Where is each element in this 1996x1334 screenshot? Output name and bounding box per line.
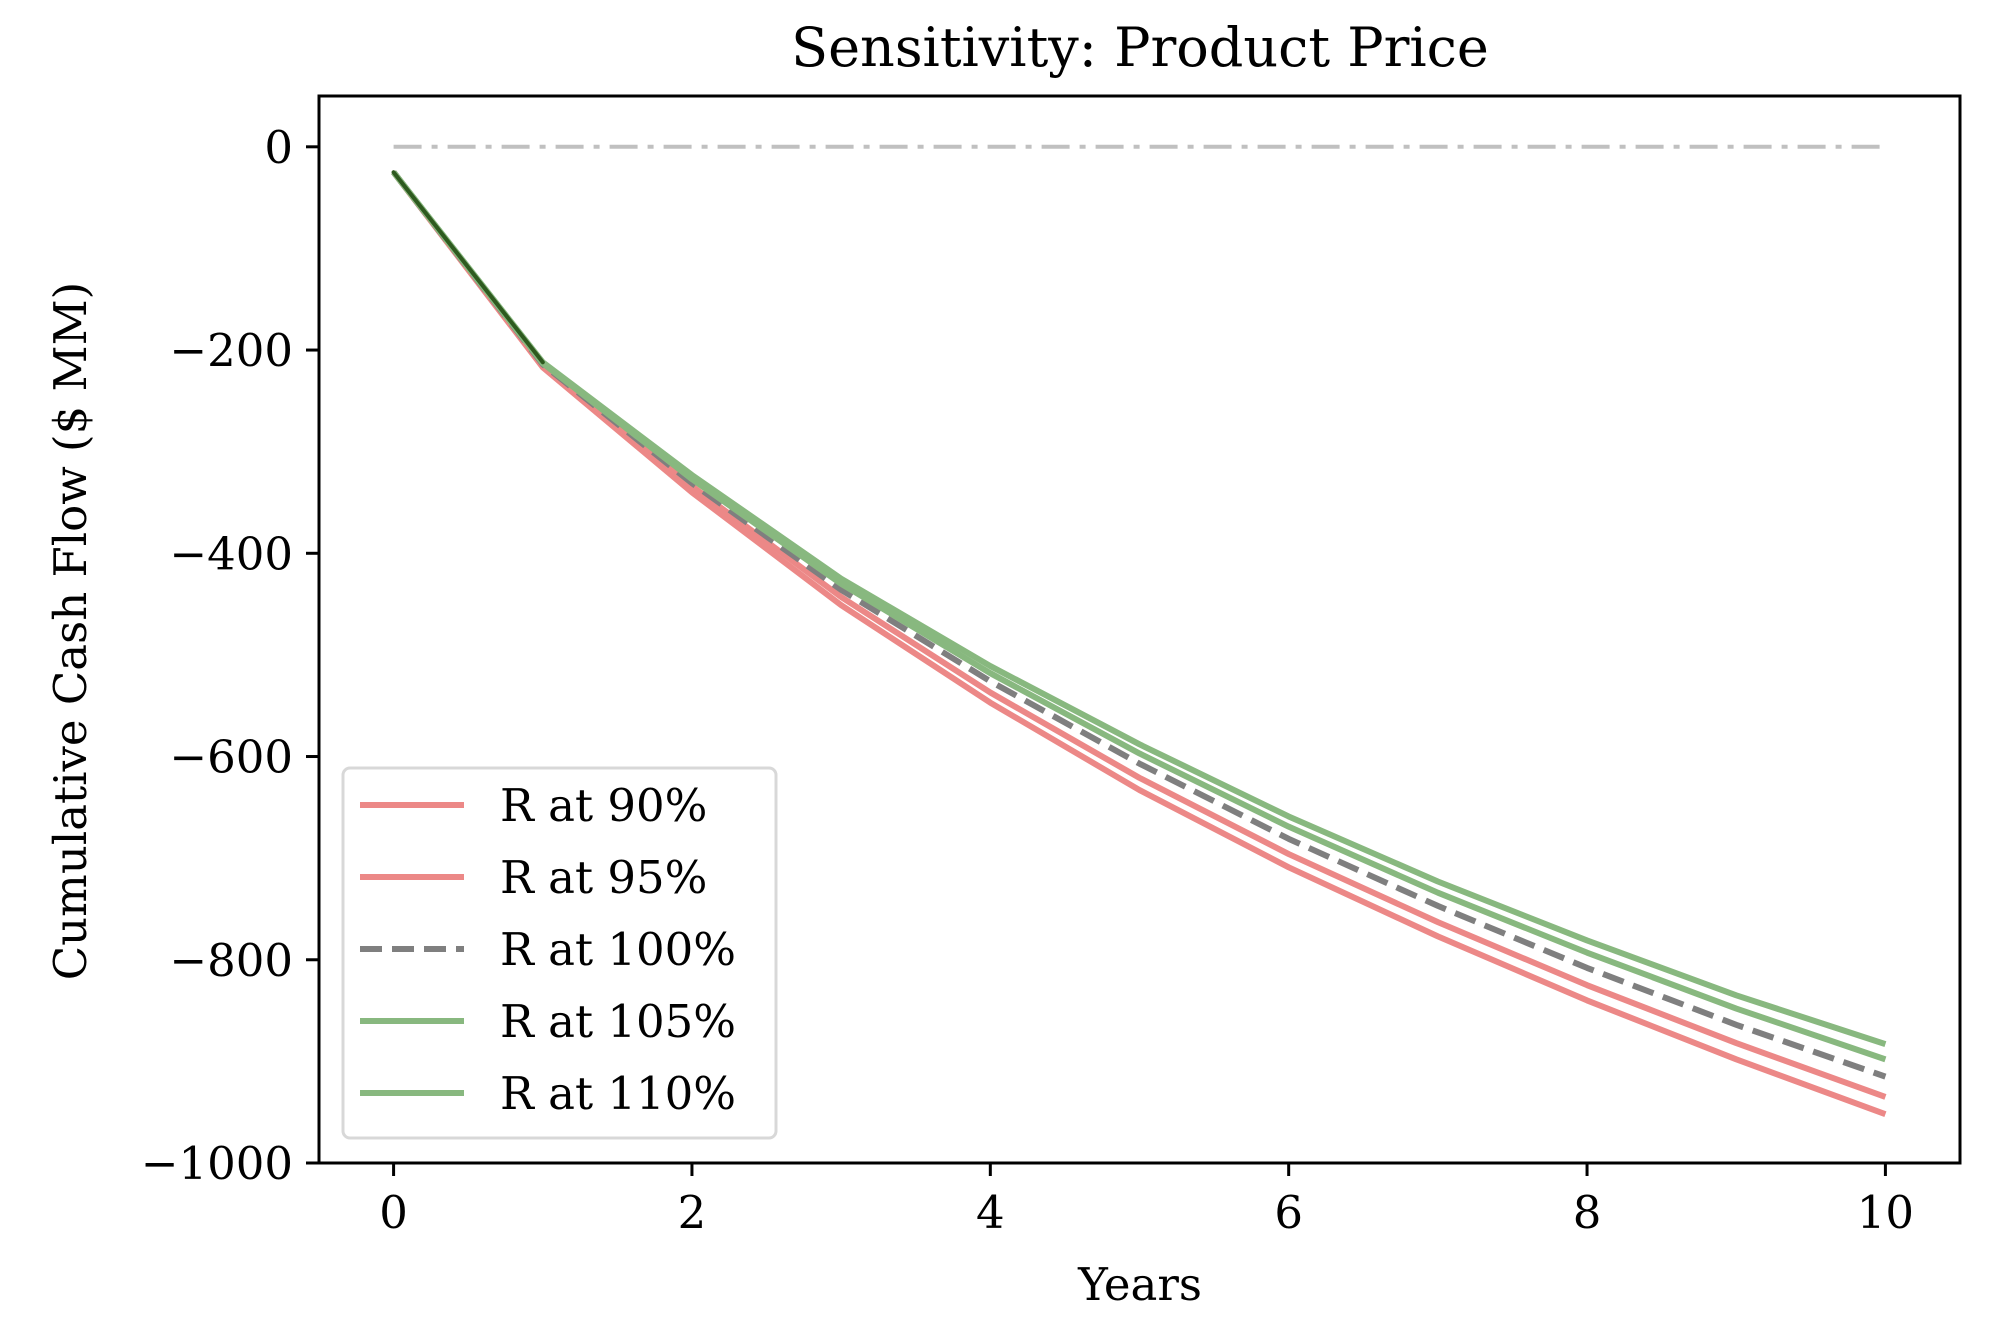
x-axis-title: Years <box>1077 1258 1202 1311</box>
x-tick-label-5: 10 <box>1857 1186 1914 1239</box>
y-tick-label-0: 0 <box>264 121 293 174</box>
series-start-overlap <box>391 170 545 365</box>
y-axis-ticks: 0 −200 −400 −600 −800 −1000 <box>141 121 319 1190</box>
y-axis-title: Cumulative Cash Flow ($ MM) <box>44 282 97 981</box>
legend-label-1: R at 95% <box>500 851 707 904</box>
x-tick-label-1: 2 <box>678 1186 707 1239</box>
legend-label-3: R at 105% <box>500 995 736 1048</box>
y-tick-label-1: −200 <box>169 324 293 377</box>
series-layer <box>391 170 1887 1118</box>
legend-label-4: R at 110% <box>500 1067 736 1120</box>
series-line-4 <box>391 170 1887 1047</box>
x-tick-label-3: 6 <box>1274 1186 1303 1239</box>
legend-label-2: R at 100% <box>500 923 736 976</box>
x-axis-ticks: 0 2 4 6 8 10 <box>379 1163 1914 1239</box>
legend-box <box>341 766 778 1140</box>
x-tick-label-2: 4 <box>976 1186 1005 1239</box>
plot-frame <box>317 94 1962 1165</box>
chart-title: Sensitivity: Product Price <box>791 16 1489 79</box>
legend-label-0: R at 90% <box>500 779 707 832</box>
y-tick-label-4: −800 <box>169 934 293 987</box>
y-tick-label-3: −600 <box>169 731 293 784</box>
x-tick-label-0: 0 <box>379 1186 408 1239</box>
y-tick-label-5: −1000 <box>141 1137 293 1190</box>
x-tick-label-4: 8 <box>1573 1186 1602 1239</box>
legend-items: R at 90% R at 95% R at 100% R at 105% R at 1… <box>360 779 736 1120</box>
legend: R at 90% R at 95% R at 100% R at 105% R at 1… <box>341 766 778 1140</box>
series-line-0 <box>391 170 1887 1118</box>
y-tick-label-2: −400 <box>169 527 293 580</box>
